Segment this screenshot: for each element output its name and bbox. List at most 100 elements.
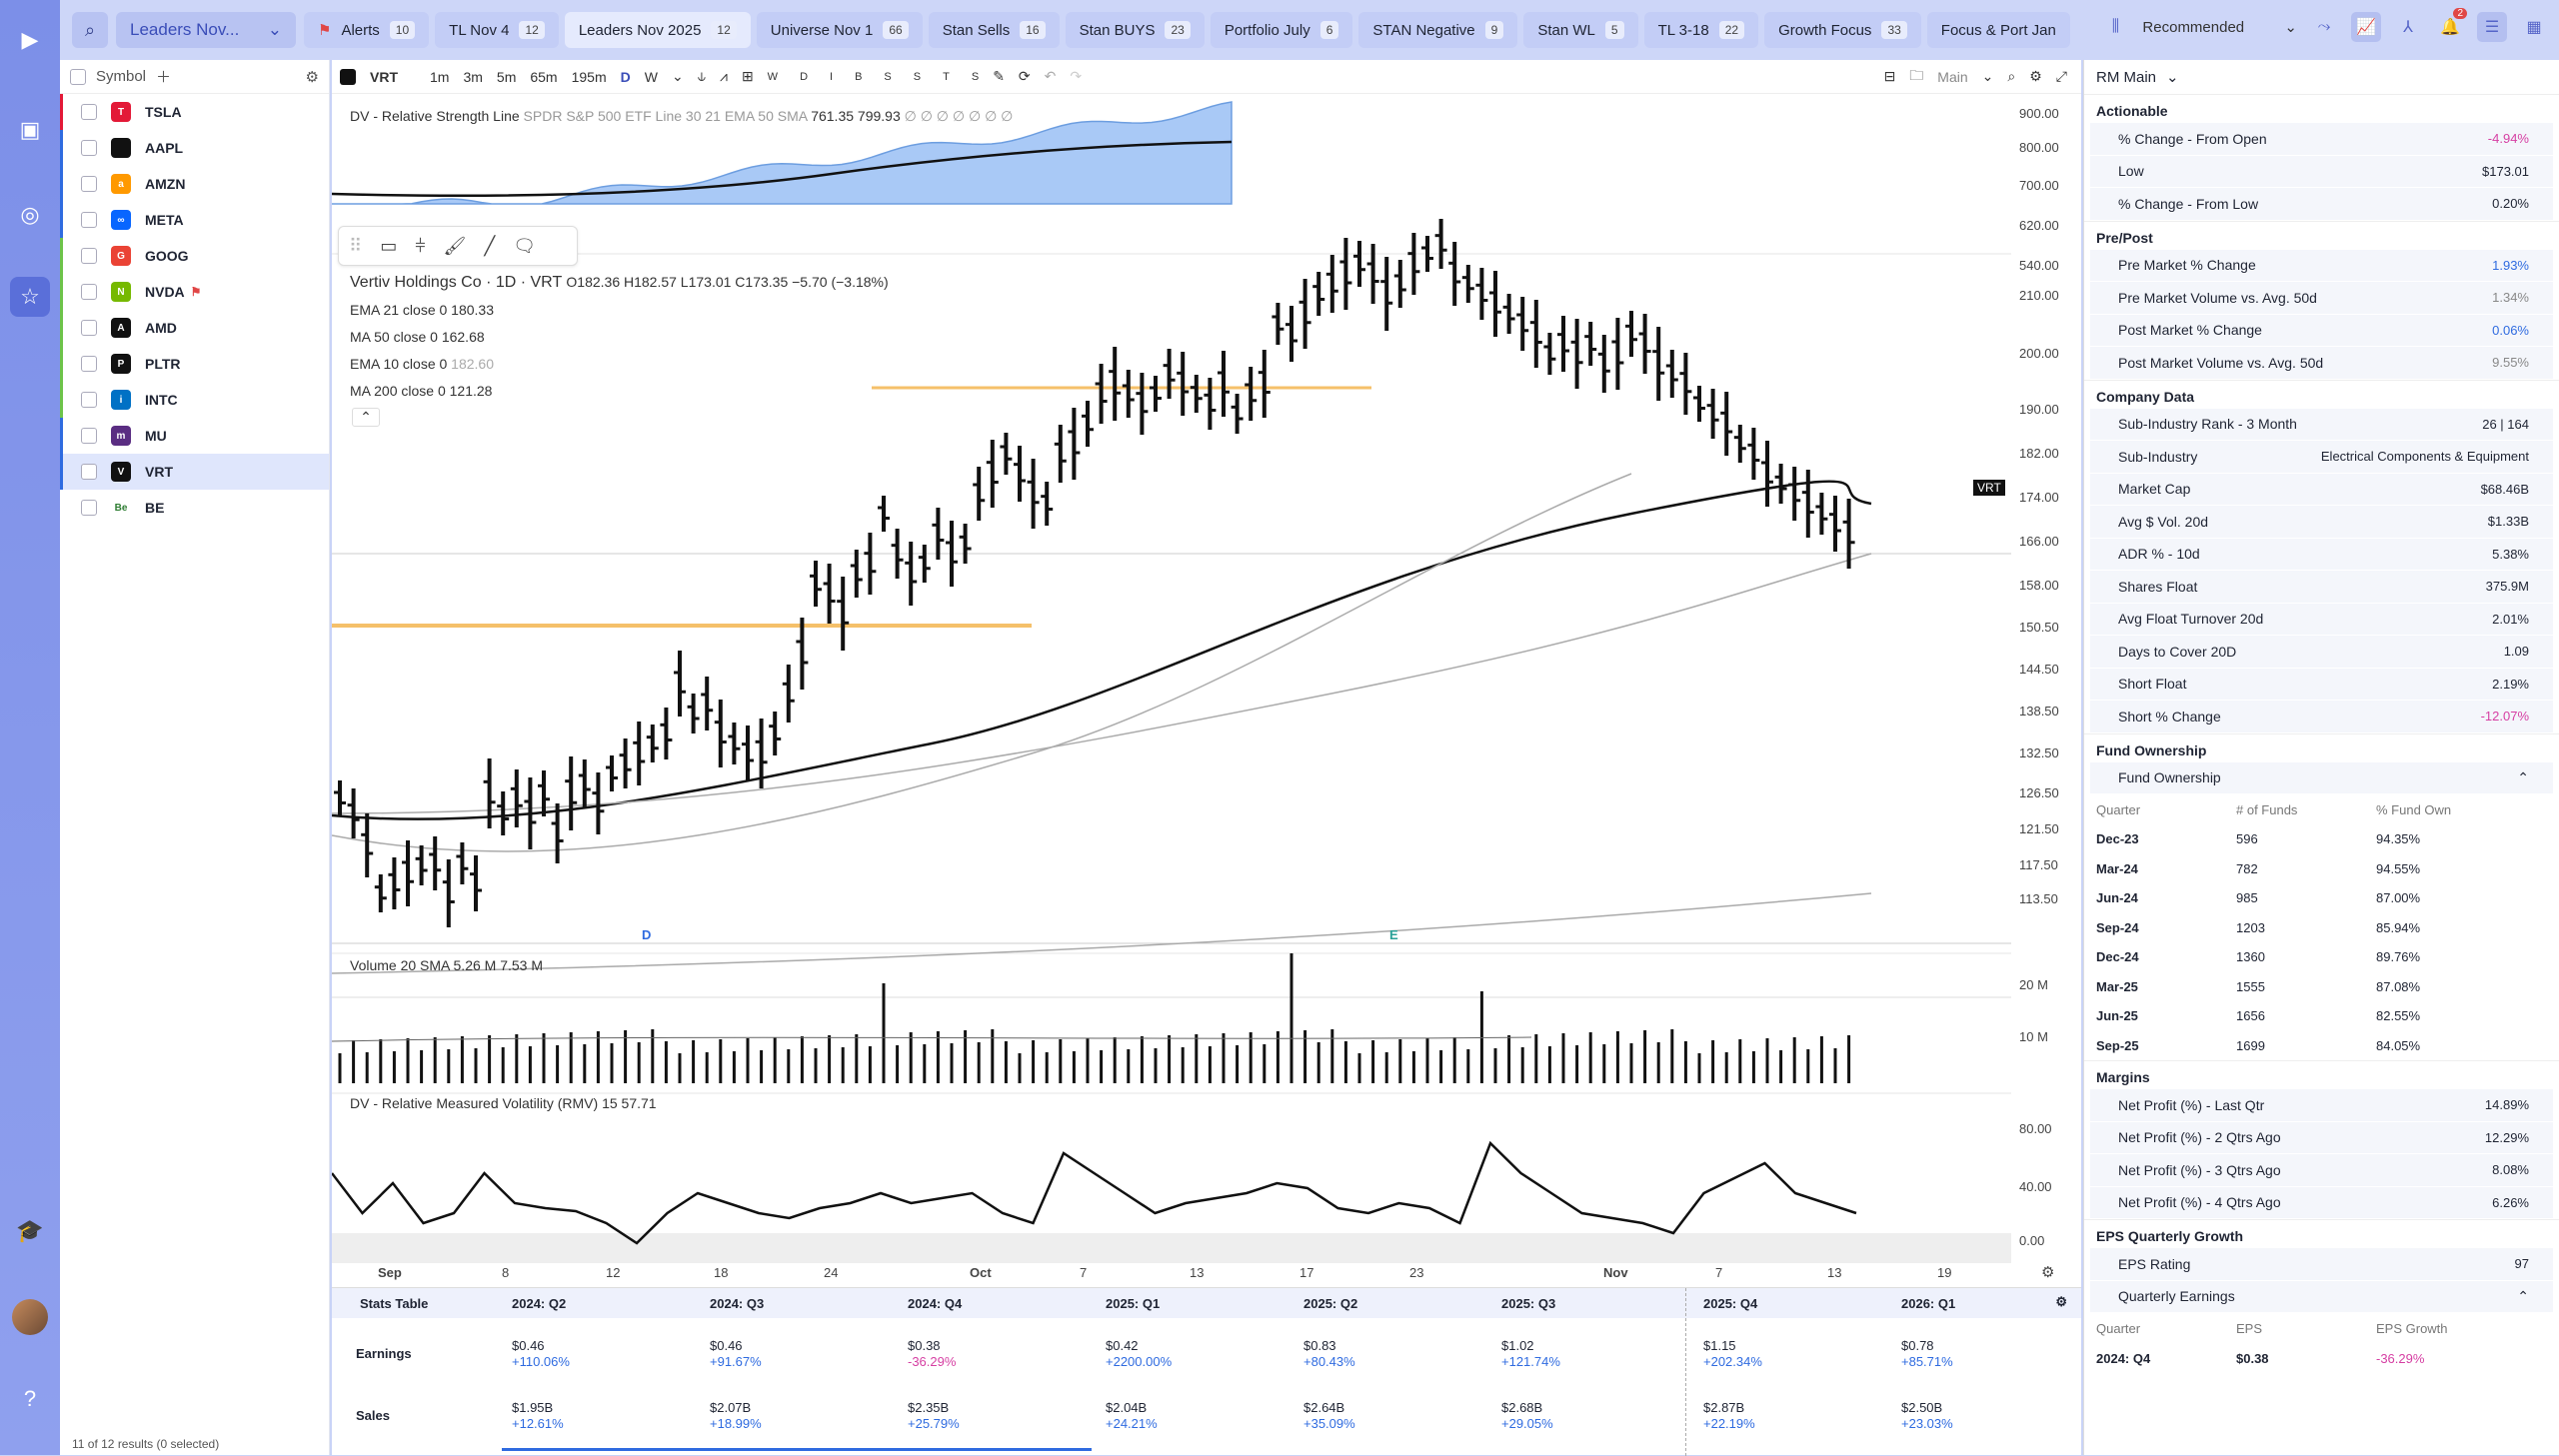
symbol-row-aapl[interactable]: AAPL bbox=[60, 130, 329, 166]
chart-settings-icon[interactable]: ⚙ bbox=[2029, 68, 2042, 84]
tab-focus-port-jan[interactable]: Focus & Port Jan bbox=[1926, 12, 2070, 48]
symbol-row-amd[interactable]: A AMD bbox=[60, 310, 329, 346]
symbol-row-nvda[interactable]: N NVDA ⚑ bbox=[60, 274, 329, 310]
search-button[interactable]: ⌕ bbox=[72, 12, 108, 48]
collapse-legend-icon[interactable]: ⌃ bbox=[352, 408, 380, 427]
symbol-row-meta[interactable]: ∞ META bbox=[60, 202, 329, 238]
stats-scrollbar[interactable] bbox=[502, 1448, 1092, 1451]
chart-view-icon[interactable]: 📈 bbox=[2351, 12, 2381, 42]
row-checkbox[interactable] bbox=[81, 392, 97, 408]
add-symbol-icon[interactable]: ＋ bbox=[156, 69, 172, 86]
line-tool-icon[interactable]: ╱ bbox=[484, 235, 496, 256]
tab-stan-sells[interactable]: Stan Sells 16 bbox=[928, 12, 1060, 48]
symbol-row-pltr[interactable]: P PLTR bbox=[60, 346, 329, 382]
row-checkbox[interactable] bbox=[81, 212, 97, 228]
symbol-row-goog[interactable]: G GOOG bbox=[60, 238, 329, 274]
row-checkbox[interactable] bbox=[81, 140, 97, 156]
comment-tool-icon[interactable]: 🗨 bbox=[513, 235, 537, 256]
axis-settings-icon[interactable]: ⚙ bbox=[2041, 1264, 2055, 1281]
day-filter-0[interactable]: W bbox=[767, 70, 779, 83]
templates-icon[interactable]: ⊞ bbox=[741, 68, 754, 84]
logo-icon[interactable]: ▶ bbox=[21, 27, 39, 52]
rectangle-tool-icon[interactable]: ▭ bbox=[380, 235, 398, 256]
day-filter-6[interactable]: T bbox=[943, 70, 950, 83]
help-icon[interactable]: ? bbox=[23, 1386, 37, 1411]
dashboard-icon[interactable]: ▣ bbox=[19, 117, 41, 142]
tab-stan-negative[interactable]: STAN Negative 9 bbox=[1358, 12, 1518, 48]
fullscreen-icon[interactable]: ⤢ bbox=[2055, 68, 2067, 84]
share-icon[interactable]: ⤳ bbox=[2317, 18, 2331, 35]
symbol-row-intc[interactable]: i INTC bbox=[60, 382, 329, 418]
day-filter-4[interactable]: S bbox=[884, 70, 892, 83]
day-filter-5[interactable]: S bbox=[913, 70, 922, 83]
interval-195m[interactable]: 195m bbox=[571, 68, 607, 85]
redo-icon[interactable]: ↷ bbox=[1070, 68, 1083, 84]
list-view-icon[interactable]: ☰ bbox=[2477, 12, 2507, 42]
folder-icon[interactable]: 🗀 bbox=[1909, 66, 1924, 83]
list-settings-icon[interactable]: ⚙ bbox=[305, 68, 319, 86]
education-icon[interactable]: 🎓 bbox=[16, 1218, 44, 1243]
tab-alerts[interactable]: ⚑ Alerts 10 bbox=[304, 12, 430, 48]
row-checkbox[interactable] bbox=[81, 500, 97, 516]
day-filter-1[interactable]: D bbox=[800, 70, 809, 83]
tab-tl-3-18[interactable]: TL 3-18 22 bbox=[1643, 12, 1759, 48]
compare-icon[interactable]: ⩘ bbox=[720, 68, 728, 84]
avatar[interactable] bbox=[12, 1299, 48, 1335]
brush-tool-icon[interactable]: 🖌 bbox=[443, 235, 467, 256]
chart-symbol[interactable]: VRT bbox=[370, 68, 398, 85]
row-checkbox[interactable] bbox=[81, 428, 97, 444]
row-checkbox[interactable] bbox=[81, 356, 97, 372]
layout-icon[interactable]: ⊟ bbox=[1883, 68, 1896, 84]
row-checkbox[interactable] bbox=[81, 176, 97, 192]
select-all-checkbox[interactable] bbox=[70, 68, 86, 85]
layout-name[interactable]: Main bbox=[1937, 68, 1968, 85]
panel-title[interactable]: RM Main ⌄ bbox=[2096, 68, 2179, 87]
notification-bell-icon[interactable]: 🔔 2 bbox=[2435, 8, 2467, 42]
symbol-row-amzn[interactable]: a AMZN bbox=[60, 166, 329, 202]
tab-stan-buys[interactable]: Stan BUYS 23 bbox=[1065, 12, 1205, 48]
watchlist-star-icon[interactable]: ☆ bbox=[10, 277, 50, 317]
chevron-down-icon[interactable]: ⌄ bbox=[671, 68, 684, 84]
interval-5m[interactable]: 5m bbox=[496, 68, 517, 85]
interval-d[interactable]: D bbox=[620, 68, 631, 85]
drag-handle-icon[interactable]: ⠿ bbox=[349, 235, 363, 256]
fund-ownership-toggle[interactable]: Fund Ownership ⌃ bbox=[2090, 761, 2553, 793]
grid-view-icon[interactable]: ▦ bbox=[2526, 19, 2542, 36]
day-filter-2[interactable]: I bbox=[830, 70, 834, 83]
symbol-row-tsla[interactable]: T TSLA bbox=[60, 94, 329, 130]
watchlist-selector[interactable]: Leaders Nov... ⌄ bbox=[116, 12, 296, 48]
tab-universe-nov-1[interactable]: Universe Nov 1 66 bbox=[756, 12, 923, 48]
symbol-row-mu[interactable]: m MU bbox=[60, 418, 329, 454]
row-checkbox[interactable] bbox=[81, 464, 97, 480]
draw-icon[interactable]: ✎ bbox=[993, 68, 1005, 84]
stats-settings-icon[interactable]: ⚙ bbox=[2055, 1294, 2067, 1309]
price-chart[interactable] bbox=[332, 94, 2081, 1321]
tab-tl-nov-4[interactable]: TL Nov 4 12 bbox=[435, 12, 559, 48]
day-filter-3[interactable]: B bbox=[855, 70, 863, 83]
tab-growth-focus[interactable]: Growth Focus 33 bbox=[1764, 12, 1921, 48]
row-checkbox[interactable] bbox=[81, 320, 97, 336]
undo-icon[interactable]: ↶ bbox=[1044, 68, 1057, 84]
tools-icon[interactable]: ⅄ bbox=[2403, 19, 2413, 36]
interval-65m[interactable]: 65m bbox=[530, 68, 558, 85]
scan-icon[interactable]: ◎ bbox=[20, 202, 40, 227]
row-checkbox[interactable] bbox=[81, 104, 97, 120]
indicators-icon[interactable]: ⫝ bbox=[697, 68, 707, 84]
tab-portfolio-july[interactable]: Portfolio July 6 bbox=[1210, 12, 1353, 48]
chevron-down-icon[interactable]: ⌄ bbox=[2284, 19, 2297, 36]
day-filter-7[interactable]: S bbox=[971, 70, 980, 83]
sort-selector[interactable]: Recommended bbox=[2142, 18, 2245, 36]
interval-3m[interactable]: 3m bbox=[463, 68, 483, 85]
bars-tool-icon[interactable]: ⫩ bbox=[415, 235, 426, 256]
interval-1m[interactable]: 1m bbox=[430, 68, 450, 85]
columns-icon[interactable]: ⫼ bbox=[2111, 18, 2120, 35]
quarterly-earnings-toggle[interactable]: Quarterly Earnings ⌃ bbox=[2090, 1280, 2553, 1312]
row-checkbox[interactable] bbox=[81, 248, 97, 264]
chevron-down-icon[interactable]: ⌄ bbox=[1981, 68, 1994, 84]
zoom-icon[interactable]: ⌕ bbox=[2007, 68, 2016, 84]
row-checkbox[interactable] bbox=[81, 284, 97, 300]
refresh-icon[interactable]: ⟳ bbox=[1018, 68, 1031, 84]
interval-w[interactable]: W bbox=[644, 68, 658, 85]
tab-leaders-nov-2025[interactable]: Leaders Nov 2025 12 bbox=[564, 12, 751, 48]
